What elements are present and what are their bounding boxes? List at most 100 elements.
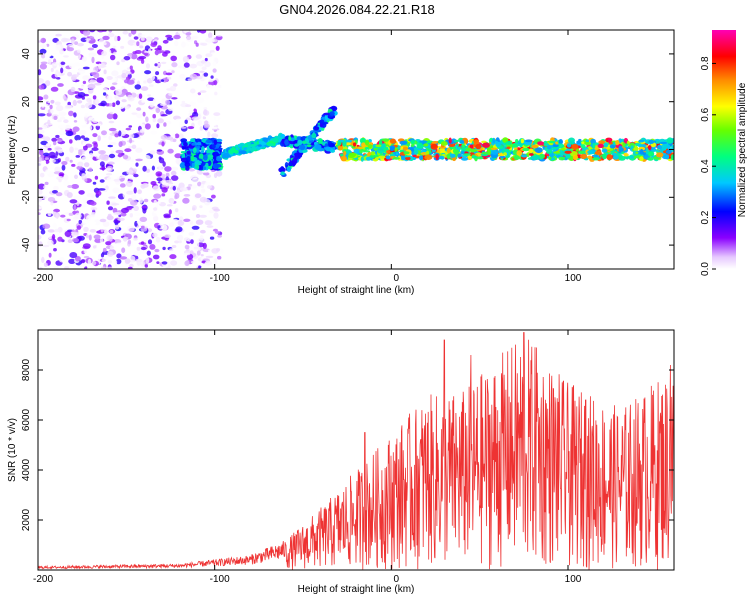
spectrogram-cell [184,172,193,177]
spectrogram-cell [184,222,191,229]
spectrogram-cell [139,216,148,222]
spectrogram-cell [214,230,220,234]
spectrogram-cell [199,196,207,203]
spectrogram-cell [67,239,73,244]
spectrogram-cell [198,153,204,160]
spectrogram-cell [52,254,56,257]
spectrogram-cell [623,153,629,157]
spectrogram-cell [365,139,370,146]
spectrogram-cell [165,72,173,76]
spectrogram-cell [191,142,196,146]
spectrogram-cell [618,145,623,152]
spectrogram-cell [448,137,452,144]
spectrogram-cell [405,156,411,161]
spectrogram-cell [361,142,366,148]
spectrogram-cell [42,244,50,248]
spectrogram-cell [95,190,102,196]
spectrogram-cell [353,148,361,154]
spectrogram-cell [168,92,173,96]
spectrogram-cell [46,162,55,169]
spectrogram-cell [131,144,137,149]
spectrogram-cell [638,139,645,143]
spectrogram-cell [59,48,64,55]
spectrogram-cell [50,86,59,92]
spectrogram-cell [353,142,357,147]
colorbar: 0.0 0.2 0.4 0.6 0.8 Normalized spectral ampl… [700,30,748,276]
spectrogram-cell [522,147,530,152]
spectrogram-cell [208,209,215,214]
spectrogram-cell [157,49,162,54]
spectrogram-cell [38,212,41,215]
spectrogram-cell [71,231,79,236]
spectrogram-cell [368,139,372,143]
spectrogram-cell [78,149,83,156]
spectrogram-cell [112,82,118,85]
spectrogram-cell [129,137,133,144]
spectrogram-cell [360,156,364,162]
spectrogram-cell [171,245,177,248]
spectrogram-cell [179,73,186,79]
spectrogram-cell [609,144,616,149]
spectrogram-cell [112,102,116,107]
spectrogram-cell [228,149,235,154]
y-tick-label: 2000 [21,508,32,531]
spectrogram-cell [128,176,137,180]
spectrogram-cell [394,147,398,153]
spectrogram-cell [453,139,459,143]
spectrogram-cell [195,219,204,225]
spectrogram-cell [502,137,509,143]
spectrogram-cell [74,256,81,262]
spectrogram-cell [175,208,179,213]
spectrogram-cell [553,151,561,154]
spectrogram-cell [413,149,419,155]
spectrogram-cell [77,92,86,98]
spectrogram-cell [592,154,599,158]
spectrogram-cell [181,41,186,48]
spectrogram-y-axis: -40 -20 0 20 40 [21,48,674,252]
spectrogram-cell [76,139,82,145]
spectrogram-cell [91,221,97,225]
spectrogram-cell [53,208,60,213]
spectrogram-cell [197,181,202,187]
spectrogram-cell [425,150,430,156]
spectrogram-cell [67,101,71,106]
spectrogram-cell [53,248,57,252]
spectrogram-cell [142,154,151,161]
spectrogram-cell [189,63,197,69]
spectrogram-cell [78,190,85,195]
spectrogram-cell [94,175,99,180]
spectrogram-cell [639,156,644,162]
spectrogram-cell [107,161,115,165]
spectrogram-cell [203,72,209,77]
spectrogram-cell [94,82,102,86]
spectrogram-cell [345,142,351,146]
spectrogram-cell [175,213,180,218]
spectrogram-x-label: Height of straight line (km) [298,285,415,296]
spectrogram-cell [66,45,70,51]
spectrogram-cell [91,44,98,48]
spectrogram-cell [176,141,180,146]
spectrogram-cell [495,143,501,147]
spectrogram-cell [69,139,73,144]
spectrogram-cell [210,52,216,55]
colorbar-tick-label: 0.8 [700,56,711,70]
spectrogram-cell [77,49,81,53]
spectrogram-cell [136,107,142,111]
spectrogram-cell [59,124,67,129]
spectrogram-cell [38,113,46,117]
spectrogram-cell [657,144,662,150]
spectrogram-cell [108,120,115,124]
spectrogram-cell [75,155,81,158]
spectrogram-cell [80,135,85,139]
spectrogram-cell [127,198,133,202]
spectrogram-cell [106,113,114,120]
spectrogram-cell [60,67,64,74]
spectrogram-cell [587,150,595,155]
spectrogram-cell [190,239,194,245]
spectrogram-cell [90,201,97,206]
spectrogram-cell [158,142,162,145]
spectrogram-cell [190,138,196,143]
spectrogram-cell [55,213,59,220]
spectrogram-cell [109,142,117,146]
spectrogram-cell [111,70,119,77]
